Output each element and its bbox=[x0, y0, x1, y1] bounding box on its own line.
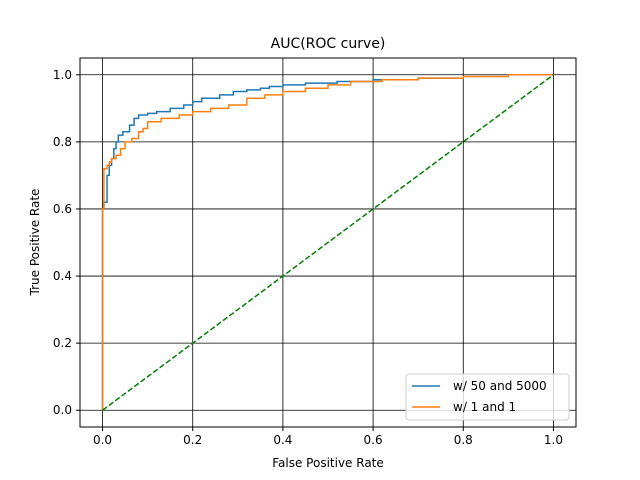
x-axis-label: False Positive Rate bbox=[272, 456, 384, 470]
y-tick-label: 0.0 bbox=[53, 403, 72, 417]
legend-label: w/ 50 and 5000 bbox=[453, 379, 547, 393]
y-tick-label: 0.8 bbox=[53, 135, 72, 149]
x-tick-label: 0.4 bbox=[273, 433, 292, 447]
plot-frame bbox=[79, 57, 577, 428]
chart-title: AUC(ROC curve) bbox=[271, 36, 386, 52]
series-line-1 bbox=[101, 74, 554, 411]
legend-label: w/ 1 and 1 bbox=[453, 400, 516, 414]
y-tick-label: 1.0 bbox=[53, 68, 72, 82]
y-tick-label: 0.4 bbox=[53, 269, 72, 283]
x-tick-label: 0.0 bbox=[93, 433, 112, 447]
series-line-2 bbox=[102, 74, 554, 411]
legend-box bbox=[405, 373, 570, 421]
y-tick-label: 0.2 bbox=[53, 336, 72, 350]
axis-ticks: 0.0 0.2 0.4 0.6 0.8 1.0 0.0 0.2 0.4 0.6 0.8 1.0 bbox=[53, 68, 563, 447]
legend: w/ 50 and 5000 w/ 1 and 1 bbox=[405, 373, 570, 421]
y-axis-label: True Positive Rate bbox=[28, 189, 42, 297]
x-tick-label: 0.8 bbox=[454, 433, 473, 447]
x-tick-label: 0.6 bbox=[364, 433, 383, 447]
grid bbox=[80, 58, 576, 427]
x-tick-label: 1.0 bbox=[544, 433, 563, 447]
series-layer bbox=[101, 74, 554, 411]
y-tick-label: 0.6 bbox=[53, 202, 72, 216]
x-tick-label: 0.2 bbox=[183, 433, 202, 447]
